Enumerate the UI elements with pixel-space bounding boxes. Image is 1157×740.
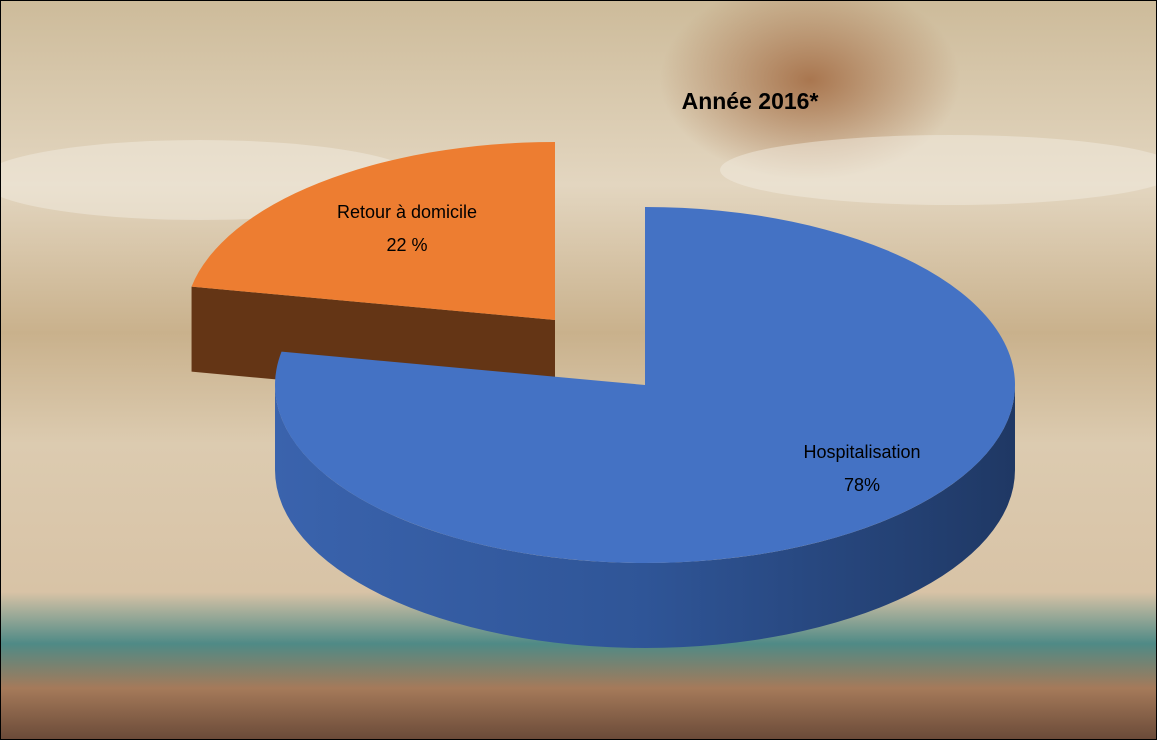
slice-value-label: 22 % — [386, 235, 427, 255]
slice-side — [275, 385, 1015, 648]
slice-label: Retour à domicile — [337, 202, 477, 222]
slice-value-label: 78% — [844, 475, 880, 495]
background-blob — [660, 0, 960, 180]
slice — [274, 207, 1016, 563]
slice-label: Hospitalisation — [803, 442, 920, 462]
background-streak — [720, 135, 1157, 205]
chart-title: Année 2016* — [682, 88, 819, 114]
slice — [191, 142, 555, 320]
